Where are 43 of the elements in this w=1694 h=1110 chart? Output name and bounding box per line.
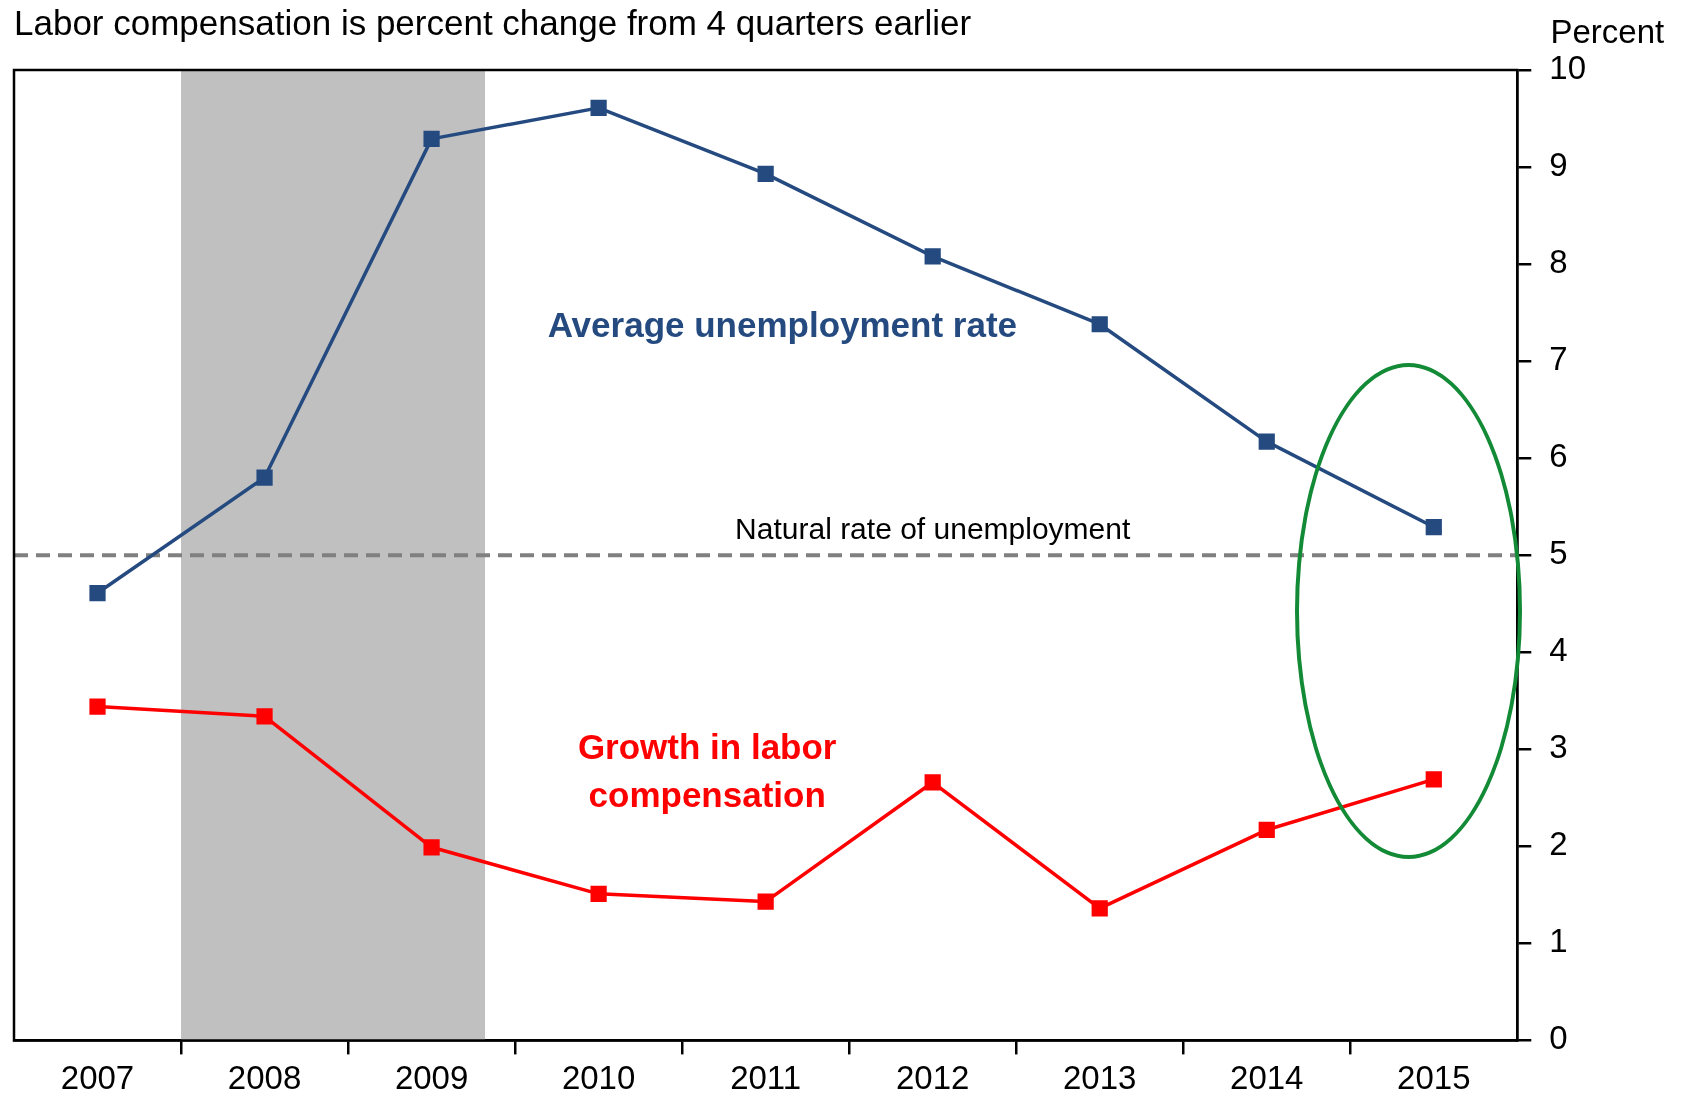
x-tick-label: 2014 [1230,1059,1304,1097]
point [1425,771,1442,788]
point [1258,433,1275,450]
y-tick-label: 7 [1549,340,1568,378]
point [590,885,607,902]
point [256,708,273,725]
point [1091,900,1108,917]
x-tick-label: 2015 [1397,1059,1471,1097]
point [1258,821,1275,838]
point [1091,316,1108,333]
y-tick-label: 3 [1549,728,1568,766]
x-tick-label: 2010 [561,1059,636,1097]
y-tick-label: 10 [1549,49,1587,87]
x-tick-label: 2007 [60,1059,135,1097]
ref-line-label: Natural rate of unemployment [735,512,1131,546]
point [757,165,774,182]
x-tick-label: 2011 [730,1059,802,1097]
y-tick-label: 1 [1549,922,1568,960]
point [1425,518,1442,536]
y-tick-label: 9 [1549,146,1568,184]
point [423,130,440,148]
x-tick-label: 2013 [1063,1059,1137,1097]
y-tick-label: 4 [1549,631,1568,669]
point [924,774,941,791]
y-tick-label: 2 [1549,825,1568,863]
y-tick-label: 5 [1549,534,1568,572]
y-tick-label: 0 [1549,1019,1568,1057]
chart-title: Labor compensation is percent change from 4 quarters earlier [14,2,972,42]
y-tick-label: 8 [1549,243,1568,281]
point [89,584,106,602]
x-tick-label: 2012 [895,1059,970,1097]
point [423,839,440,856]
series-label: Growth in labor compensation [577,727,837,815]
point [757,893,774,910]
x-tick-label: 2009 [394,1059,469,1097]
x-tick-label: 2008 [227,1059,302,1097]
y-axis-title: Percent [1550,12,1665,50]
point [256,469,273,486]
point [89,698,106,715]
point [924,248,941,265]
y-tick-label: 6 [1549,437,1568,475]
series-label: Average unemployment rate [547,304,1018,344]
point [590,99,607,116]
